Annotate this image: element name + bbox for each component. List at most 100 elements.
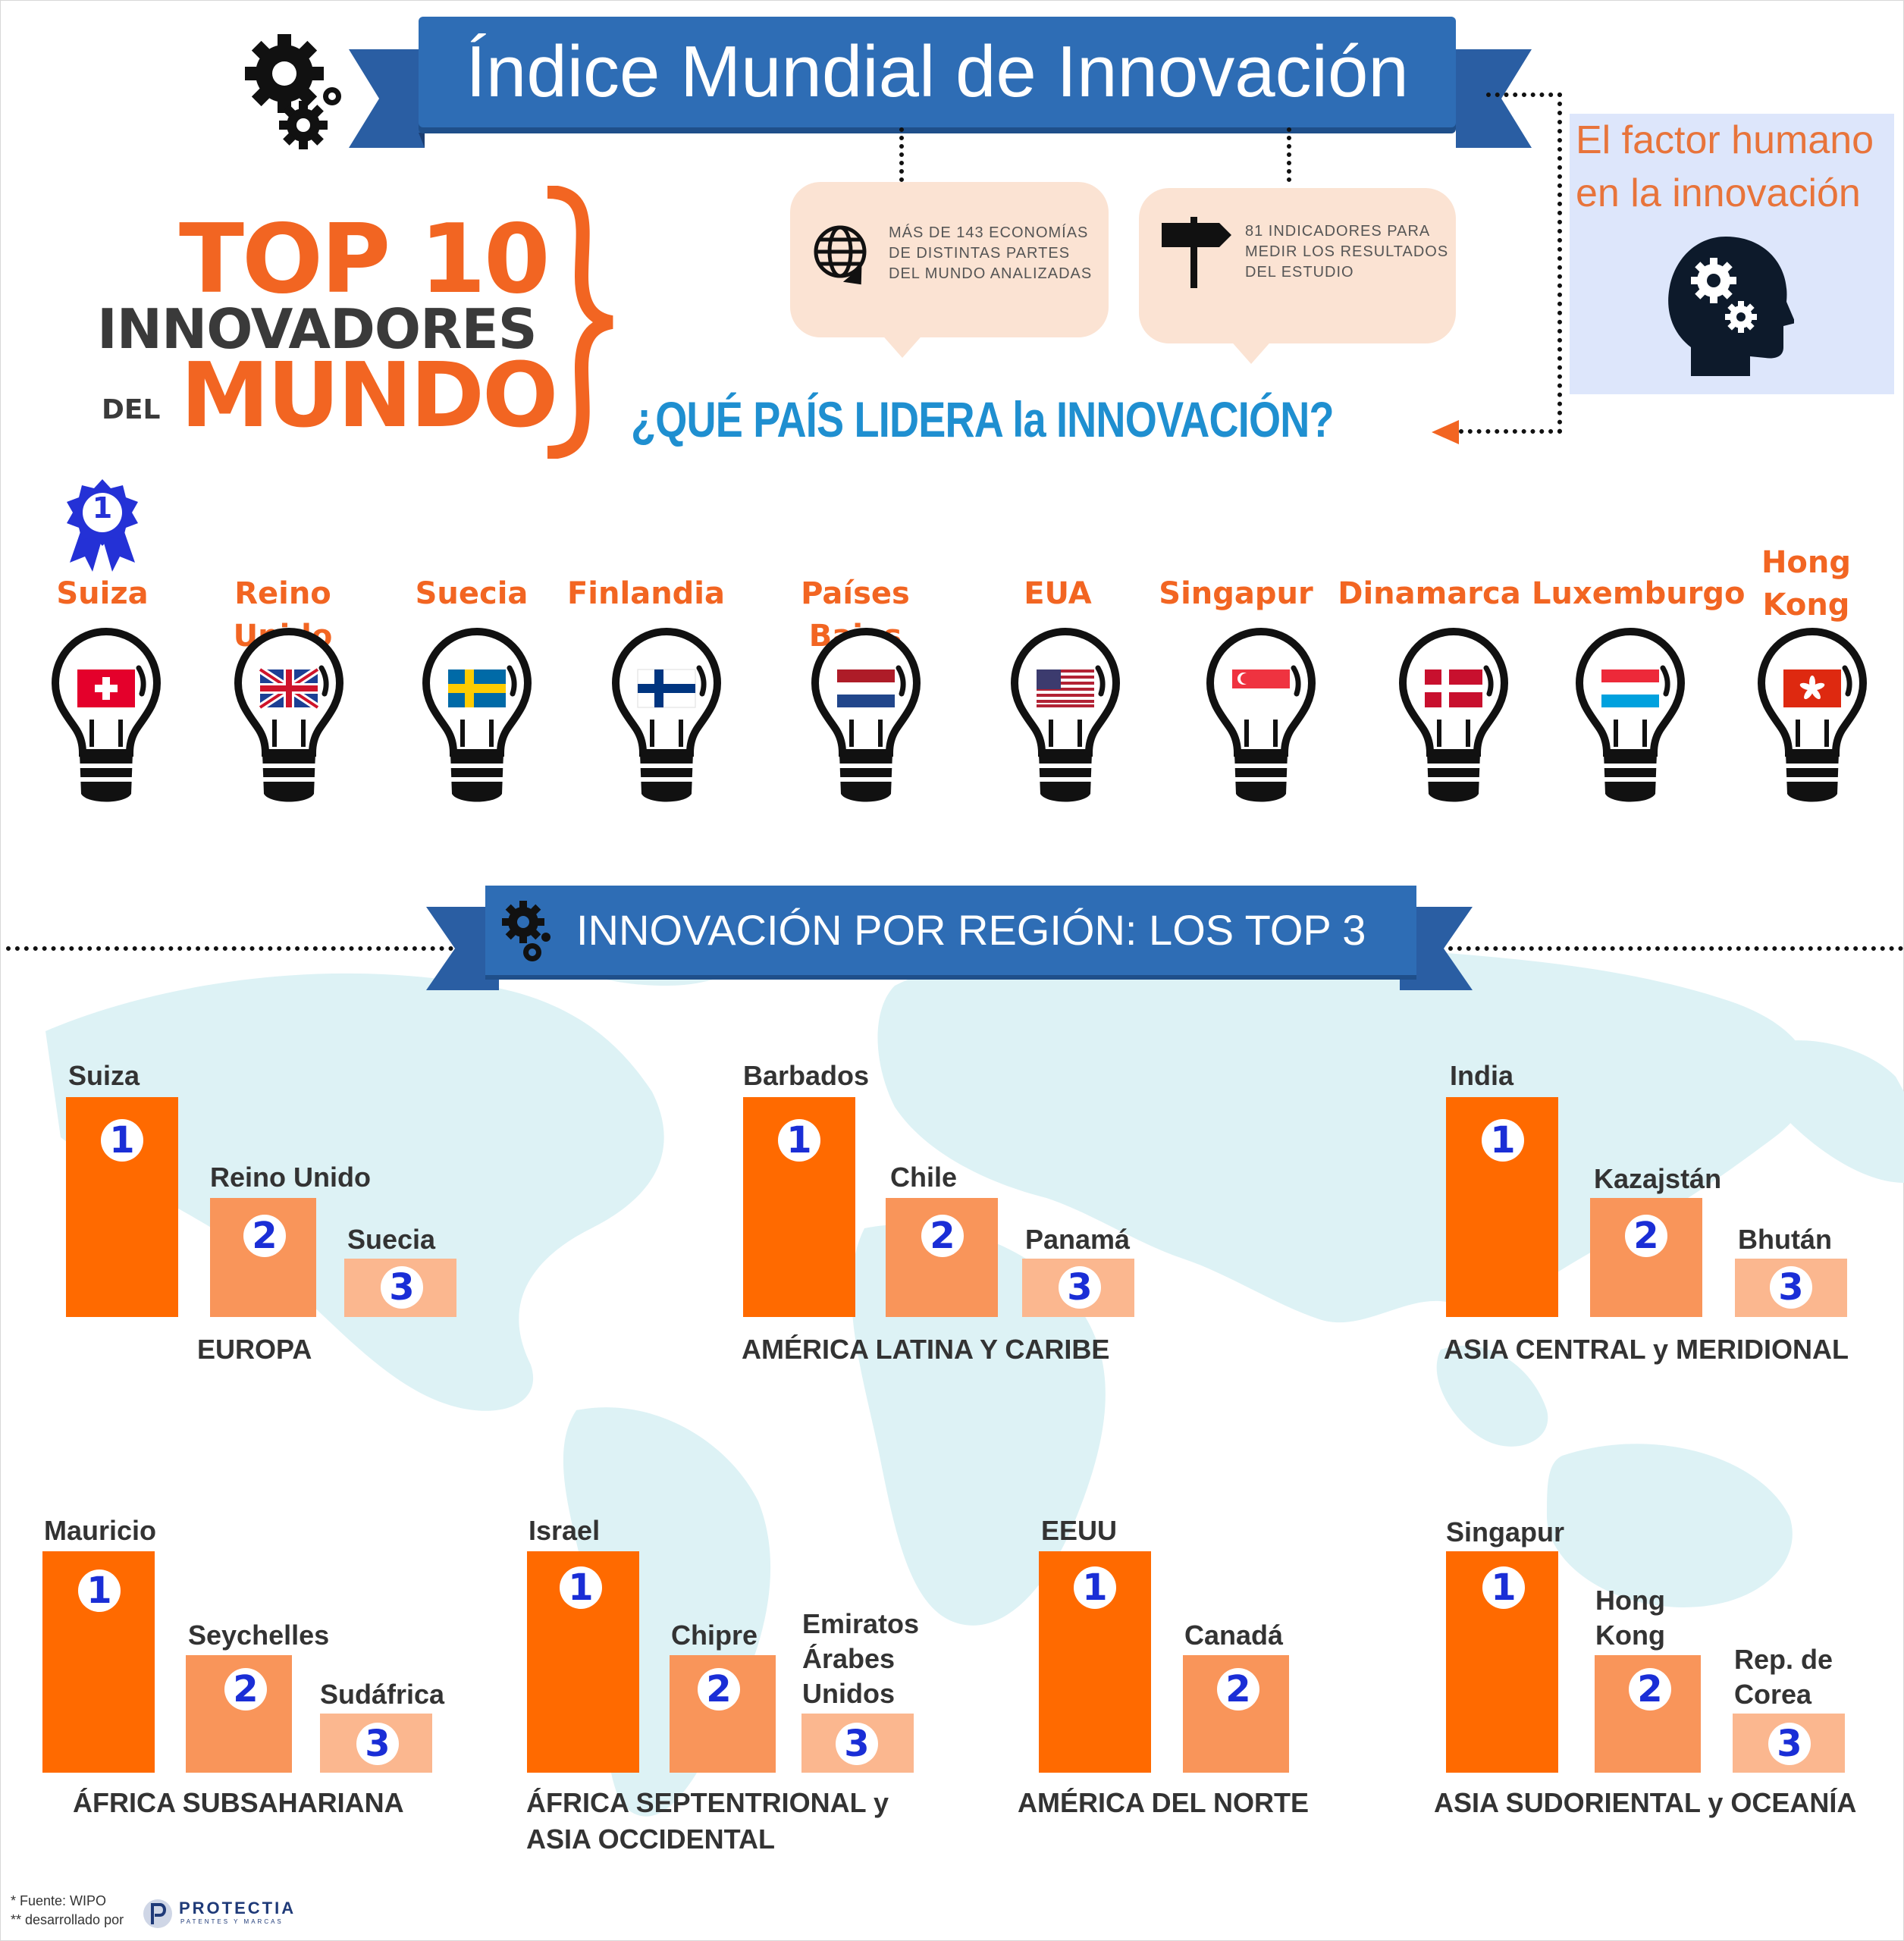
bar-label-first: Barbados bbox=[743, 1060, 870, 1091]
bar-label-third: Bhután bbox=[1738, 1224, 1832, 1255]
top10-name: Singapur bbox=[1159, 576, 1313, 611]
rank-badge: 3 bbox=[836, 1723, 878, 1765]
rank-badge: 2 bbox=[224, 1668, 267, 1711]
region-name: ÁFRICA SEPTENTRIONAL y ASIA OCCIDENTAL bbox=[526, 1787, 889, 1855]
region-name: AMÉRICA LATINA Y CARIBE bbox=[742, 1334, 1110, 1365]
bar-label-first: EEUU bbox=[1041, 1515, 1118, 1546]
region-ribbon-ends bbox=[426, 907, 1473, 990]
region-name: EUROPA bbox=[197, 1334, 312, 1365]
protectia-logo-icon bbox=[143, 1899, 172, 1928]
region-name: ASIA CENTRAL y MERIDIONAL bbox=[1444, 1334, 1849, 1365]
rank-badge: 3 bbox=[1059, 1266, 1101, 1309]
footer-source: * Fuente: WIPO bbox=[11, 1893, 107, 1908]
divider-line bbox=[6, 946, 453, 951]
signpost-icon bbox=[1162, 217, 1231, 288]
rank-badge: 2 bbox=[1629, 1668, 1671, 1711]
bar-label-first: Singapur bbox=[1446, 1516, 1565, 1547]
footer-developed: ** desarrollado por bbox=[11, 1912, 124, 1927]
globe-icon bbox=[814, 225, 867, 285]
connector-line bbox=[1557, 93, 1562, 434]
region-band bbox=[485, 886, 1416, 975]
connector-line bbox=[1459, 429, 1562, 434]
bar-label-first: Mauricio bbox=[44, 1515, 157, 1546]
rank-badge: 1 bbox=[778, 1119, 820, 1162]
bubble-pointer bbox=[1228, 338, 1274, 364]
bar-label-third: Suecia bbox=[347, 1224, 436, 1255]
bar-label-second: Seychelles bbox=[188, 1620, 330, 1651]
bulb-luxembourg-flag-icon bbox=[1573, 626, 1687, 815]
bulb-uk-flag-icon bbox=[232, 626, 346, 815]
bar-label-second: Hong Kong bbox=[1595, 1585, 1665, 1651]
title-ribbon-ends bbox=[349, 49, 1532, 148]
top10-name: Hong Kong bbox=[1761, 545, 1852, 622]
bar-label-third: Emiratos Árabes Unidos bbox=[802, 1608, 920, 1709]
top10-name: Luxemburgo bbox=[1532, 576, 1746, 611]
bulb-netherlands-flag-icon bbox=[809, 626, 923, 815]
bar-label-first: Israel bbox=[529, 1515, 601, 1546]
medal-number: 1 bbox=[92, 491, 113, 525]
page-title: Índice Mundial de Innovación 2014 bbox=[466, 31, 1409, 223]
region-title: INNOVACIÓN POR REGIÓN: LOS TOP 3 bbox=[576, 906, 1366, 954]
rank-badge: 2 bbox=[1625, 1215, 1667, 1257]
bulb-switzerland-flag-icon bbox=[49, 626, 163, 815]
connector-line bbox=[1486, 93, 1562, 97]
region-name: AMÉRICA DEL NORTE bbox=[1018, 1787, 1310, 1818]
connector-line bbox=[1287, 127, 1291, 182]
bar-label-first: India bbox=[1450, 1060, 1514, 1091]
gears-small-icon bbox=[502, 901, 550, 961]
bar-label-second: Kazajstán bbox=[1594, 1163, 1722, 1194]
stat-indicators-text: 81 INDICADORES PARA MEDIR LOS RESULTADOS… bbox=[1245, 223, 1449, 281]
rank-badge: 2 bbox=[921, 1215, 964, 1257]
bulb-hongkong-flag-icon bbox=[1755, 626, 1869, 815]
bar-label-third: Rep. de Corea bbox=[1734, 1644, 1833, 1710]
rank-badge: 1 bbox=[101, 1119, 143, 1162]
arrow-left-icon bbox=[1432, 420, 1459, 444]
rank-badge: 2 bbox=[243, 1215, 286, 1257]
bar-label-second: Reino Unido bbox=[210, 1162, 371, 1193]
stat-bubble-economies bbox=[790, 182, 1109, 337]
rank-badge: 1 bbox=[1074, 1566, 1116, 1609]
top10-heading: TOP 10 bbox=[179, 203, 550, 315]
region-name: ÁFRICA SUBSAHARIANA bbox=[73, 1787, 404, 1818]
divider-line bbox=[1448, 946, 1903, 951]
bar-label-third: Panamá bbox=[1025, 1224, 1131, 1255]
rank-badge: 1 bbox=[1482, 1566, 1525, 1609]
bar-label-third: Sudáfrica bbox=[320, 1679, 445, 1710]
rank-badge: 3 bbox=[381, 1266, 423, 1309]
title-band bbox=[419, 17, 1456, 127]
rank-one-medal-icon bbox=[67, 479, 138, 572]
rank-badge: 1 bbox=[78, 1569, 121, 1612]
top10-name: Suecia bbox=[415, 576, 529, 611]
top10-name: Finlandia bbox=[566, 576, 726, 611]
connector-line bbox=[899, 127, 904, 182]
top10-name: EUA bbox=[1024, 576, 1092, 611]
brand-name[interactable]: PROTECTIA bbox=[179, 1899, 296, 1917]
bar-label-second: Canadá bbox=[1184, 1620, 1284, 1651]
bulb-finland-flag-icon bbox=[610, 626, 723, 815]
curly-brace-icon bbox=[547, 186, 613, 459]
stat-economies-text: MÁS DE 143 ECONOMÍAS DE DISTINTAS PARTES… bbox=[889, 224, 1093, 282]
brand-subtitle: PATENTES Y MARCAS bbox=[180, 1918, 284, 1925]
gears-icon bbox=[245, 34, 341, 149]
bar-label-second: Chile bbox=[890, 1162, 958, 1193]
rank-badge: 2 bbox=[698, 1668, 740, 1711]
rank-badge: 1 bbox=[1482, 1119, 1524, 1162]
bulb-denmark-flag-icon bbox=[1397, 626, 1510, 815]
rank-badge: 3 bbox=[1768, 1723, 1811, 1765]
head-gears-icon bbox=[1668, 237, 1794, 376]
question-heading: ¿QUÉ PAÍS LIDERA la INNOVACIÓN? bbox=[631, 391, 1335, 447]
bulb-singapore-flag-icon bbox=[1204, 626, 1318, 815]
bar-label-first: Suiza bbox=[68, 1060, 140, 1091]
top10-name: Dinamarca bbox=[1338, 576, 1521, 611]
rank-badge: 1 bbox=[560, 1566, 602, 1609]
bulb-usa-flag-icon bbox=[1008, 626, 1122, 815]
top10-world: MUNDO bbox=[180, 343, 558, 447]
bubble-pointer bbox=[880, 332, 925, 358]
region-name: ASIA SUDORIENTAL y OCEANÍA bbox=[1434, 1787, 1857, 1818]
bar-label-second: Chipre bbox=[671, 1620, 758, 1651]
bulb-sweden-flag-icon bbox=[420, 626, 534, 815]
top10-del: DEL bbox=[102, 394, 161, 425]
top10-name: Suiza bbox=[56, 576, 149, 611]
rank-badge: 2 bbox=[1217, 1668, 1259, 1711]
human-factor-text: El factor humano en la innovación bbox=[1576, 118, 1874, 215]
